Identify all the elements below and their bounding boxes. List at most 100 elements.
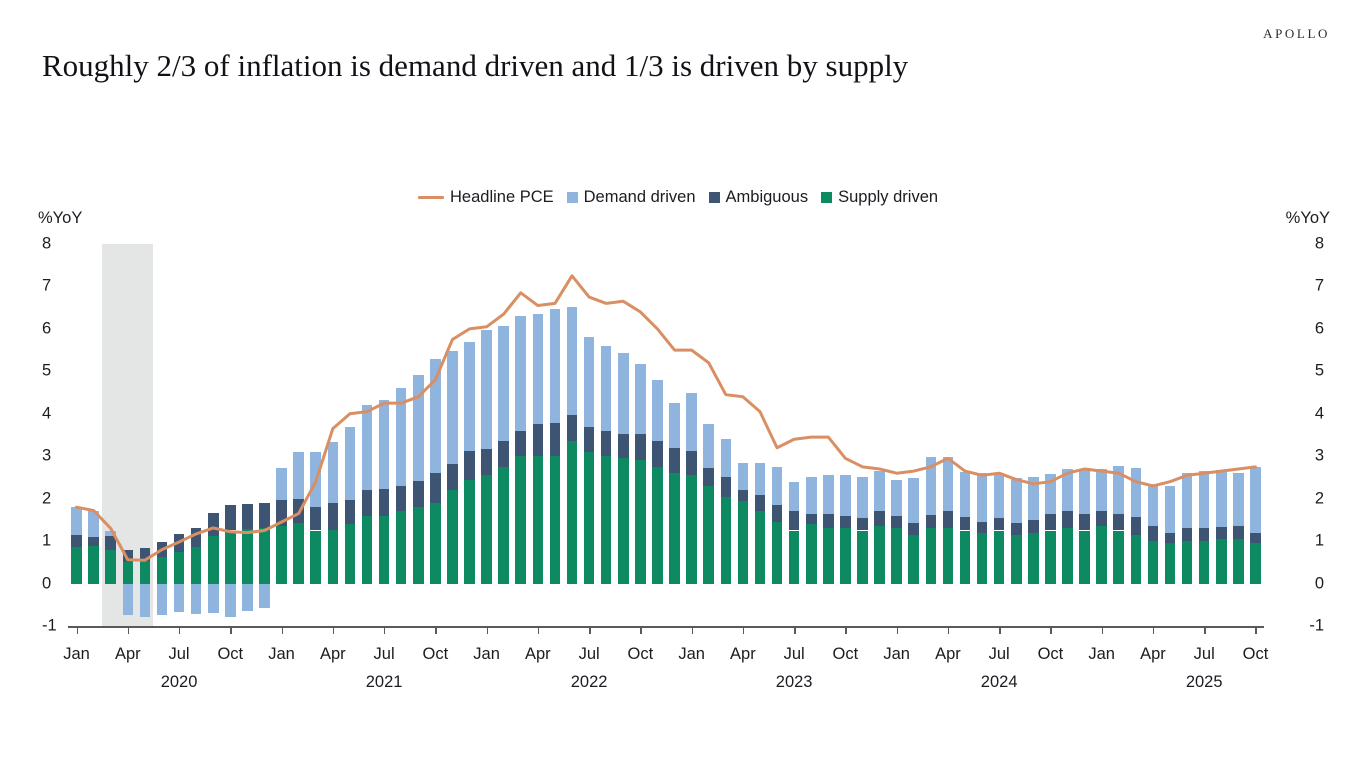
bar-column[interactable]	[600, 244, 612, 626]
bar-column[interactable]	[1062, 244, 1073, 626]
bar-column[interactable]	[378, 244, 390, 626]
bar-column[interactable]	[225, 244, 236, 626]
bar-column[interactable]	[447, 244, 458, 626]
bar-column[interactable]	[771, 244, 783, 626]
legend-item-demand-driven[interactable]: Demand driven	[566, 188, 696, 207]
page-title: Roughly 2/3 of inflation is demand drive…	[42, 48, 909, 83]
bar-column[interactable]	[532, 244, 544, 626]
x-tick-label: Oct	[217, 645, 244, 663]
bar-column[interactable]	[1164, 244, 1176, 626]
bar-column[interactable]	[617, 244, 629, 626]
bar-segment-ambiguous	[771, 505, 783, 522]
bar-column[interactable]	[327, 244, 339, 626]
bar-column[interactable]	[515, 244, 527, 626]
legend-item-supply-driven[interactable]: Supply driven	[821, 188, 938, 207]
bar-segment-demand-driven	[823, 475, 834, 514]
bar-column[interactable]	[190, 244, 202, 626]
bar-column[interactable]	[908, 244, 920, 626]
bar-segment-supply-driven	[686, 475, 697, 584]
bar-column[interactable]	[993, 244, 1005, 626]
bar-column[interactable]	[1096, 244, 1107, 626]
bar-segment-demand-driven	[959, 472, 971, 517]
bar-column[interactable]	[139, 244, 151, 626]
bar-column[interactable]	[891, 244, 902, 626]
bar-column[interactable]	[1215, 244, 1227, 626]
bar-segment-ambiguous	[259, 502, 270, 529]
bar-column[interactable]	[840, 244, 851, 626]
bar-column[interactable]	[1079, 244, 1090, 626]
bar-column[interactable]	[549, 244, 561, 626]
bar-segment-demand-driven	[1233, 473, 1244, 527]
bar-column[interactable]	[242, 244, 253, 626]
bar-column[interactable]	[942, 244, 954, 626]
bar-column[interactable]	[652, 244, 663, 626]
bar-column[interactable]	[430, 244, 441, 626]
bar-column[interactable]	[481, 244, 492, 626]
legend-item-headline-pce[interactable]: Headline PCE	[418, 188, 554, 207]
bar-column[interactable]	[1010, 244, 1022, 626]
x-tick-label: Jul	[168, 645, 190, 663]
bar-column[interactable]	[566, 244, 578, 626]
bar-column[interactable]	[1028, 244, 1039, 626]
y-tick-right-6: 6	[1314, 319, 1324, 338]
bar-segment-ambiguous	[412, 480, 424, 508]
bar-column[interactable]	[788, 244, 800, 626]
bar-column[interactable]	[276, 244, 287, 626]
bar-column[interactable]	[737, 244, 749, 626]
bar-column[interactable]	[874, 244, 885, 626]
bar-column[interactable]	[1250, 244, 1261, 626]
bar-column[interactable]	[395, 244, 407, 626]
bar-segment-demand-driven	[412, 374, 424, 481]
bar-segment-ambiguous	[652, 441, 663, 467]
bar-segment-demand-driven	[447, 351, 458, 464]
bar-column[interactable]	[207, 244, 219, 626]
bar-column[interactable]	[720, 244, 732, 626]
bar-column[interactable]	[1181, 244, 1193, 626]
legend-item-ambiguous[interactable]: Ambiguous	[708, 188, 808, 207]
bar-segment-ambiguous	[242, 503, 253, 530]
bar-column[interactable]	[1130, 244, 1142, 626]
bar-column[interactable]	[823, 244, 834, 626]
bar-column[interactable]	[71, 244, 82, 626]
bar-segment-demand-driven	[976, 473, 988, 522]
bar-column[interactable]	[703, 244, 714, 626]
bar-segment-demand-driven	[1181, 473, 1193, 529]
bar-column[interactable]	[1147, 244, 1159, 626]
bar-column[interactable]	[857, 244, 868, 626]
bar-column[interactable]	[259, 244, 270, 626]
bar-column[interactable]	[976, 244, 988, 626]
bar-column[interactable]	[959, 244, 971, 626]
bar-column[interactable]	[412, 244, 424, 626]
bar-column[interactable]	[105, 244, 116, 626]
bar-column[interactable]	[805, 244, 817, 626]
bar-segment-supply-driven	[891, 528, 902, 584]
bar-segment-ambiguous	[583, 426, 595, 452]
bar-column[interactable]	[583, 244, 595, 626]
bar-segment-ambiguous	[823, 513, 834, 529]
bar-column[interactable]	[498, 244, 509, 626]
bar-column[interactable]	[1113, 244, 1125, 626]
bar-column[interactable]	[464, 244, 475, 626]
bar-column[interactable]	[122, 244, 134, 626]
bar-column[interactable]	[686, 244, 697, 626]
bar-segment-demand-driven	[139, 583, 151, 617]
bar-column[interactable]	[1233, 244, 1244, 626]
bar-column[interactable]	[344, 244, 356, 626]
bar-segment-supply-driven	[720, 496, 732, 584]
bar-column[interactable]	[361, 244, 373, 626]
bar-column[interactable]	[754, 244, 766, 626]
bar-column[interactable]	[1198, 244, 1210, 626]
x-tickmark	[332, 627, 335, 634]
bar-column[interactable]	[669, 244, 680, 626]
bar-segment-demand-driven	[600, 345, 612, 431]
bar-segment-ambiguous	[840, 515, 851, 529]
bar-segment-ambiguous	[993, 517, 1005, 531]
bar-column[interactable]	[1045, 244, 1056, 626]
bar-column[interactable]	[88, 244, 99, 626]
bar-column[interactable]	[925, 244, 937, 626]
bar-column[interactable]	[635, 244, 646, 626]
x-tick-label: Apr	[935, 645, 961, 663]
bar-segment-supply-driven	[1181, 541, 1193, 584]
bar-segment-supply-driven	[617, 458, 629, 584]
bar-segment-demand-driven	[652, 379, 663, 442]
